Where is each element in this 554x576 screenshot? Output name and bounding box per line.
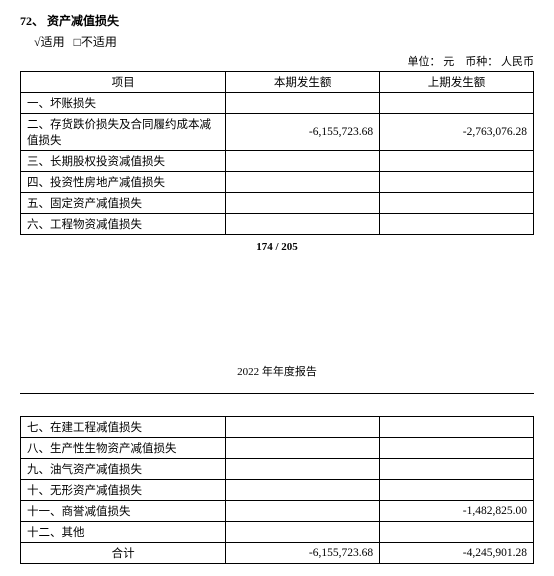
page-number: 174 / 205 <box>20 241 534 253</box>
current-cell <box>226 501 380 522</box>
currency-label: 币种： <box>465 56 498 68</box>
section-title-text: 资产减值损失 <box>47 14 119 28</box>
table-row: 三、长期股权投资减值损失 <box>21 151 534 172</box>
table-row: 二、存货跌价损失及合同履约成本减值损失 -6,155,723.68 -2,763… <box>21 114 534 151</box>
prev-cell <box>380 459 534 480</box>
item-cell: 三、长期股权投资减值损失 <box>21 151 226 172</box>
table-row: 一、坏账损失 <box>21 93 534 114</box>
divider <box>20 393 534 394</box>
current-cell <box>226 480 380 501</box>
current-cell <box>226 214 380 235</box>
prev-cell <box>380 438 534 459</box>
current-cell <box>226 172 380 193</box>
col-header-prev: 上期发生额 <box>380 72 534 93</box>
applicability-row: √适用 □不适用 <box>34 33 534 50</box>
item-cell: 二、存货跌价损失及合同履约成本减值损失 <box>21 114 226 151</box>
item-cell: 十一、商誉减值损失 <box>21 501 226 522</box>
current-cell <box>226 522 380 543</box>
prev-cell <box>380 151 534 172</box>
page-break-gap <box>20 253 534 363</box>
prev-cell <box>380 193 534 214</box>
total-current: -6,155,723.68 <box>226 543 380 564</box>
prev-cell: -1,482,825.00 <box>380 501 534 522</box>
table-total-row: 合计 -6,155,723.68 -4,245,901.28 <box>21 543 534 564</box>
section-heading: 72、 资产减值损失 <box>20 12 534 29</box>
item-cell: 一、坏账损失 <box>21 93 226 114</box>
current-cell <box>226 151 380 172</box>
total-prev: -4,245,901.28 <box>380 543 534 564</box>
prev-cell <box>380 214 534 235</box>
item-cell: 十、无形资产减值损失 <box>21 480 226 501</box>
prev-cell <box>380 93 534 114</box>
current-cell: -6,155,723.68 <box>226 114 380 151</box>
prev-cell <box>380 480 534 501</box>
prev-cell <box>380 522 534 543</box>
current-cell <box>226 193 380 214</box>
table-row: 九、油气资产减值损失 <box>21 459 534 480</box>
current-cell <box>226 459 380 480</box>
table-header-row: 项目 本期发生额 上期发生额 <box>21 72 534 93</box>
table-row: 七、在建工程减值损失 <box>21 417 534 438</box>
currency-value: 人民币 <box>501 56 534 68</box>
table-row: 十一、商誉减值损失 -1,482,825.00 <box>21 501 534 522</box>
table-row: 十二、其他 <box>21 522 534 543</box>
impairment-table-part1: 项目 本期发生额 上期发生额 一、坏账损失 二、存货跌价损失及合同履约成本减值损… <box>20 71 534 235</box>
item-cell: 八、生产性生物资产减值损失 <box>21 438 226 459</box>
unit-label: 单位： <box>408 56 441 68</box>
checkbox-not-applied: □不适用 <box>74 35 117 49</box>
table-row: 四、投资性房地产减值损失 <box>21 172 534 193</box>
item-cell: 四、投资性房地产减值损失 <box>21 172 226 193</box>
item-cell: 六、工程物资减值损失 <box>21 214 226 235</box>
prev-cell <box>380 417 534 438</box>
report-header: 2022 年年度报告 <box>20 363 534 379</box>
col-header-current: 本期发生额 <box>226 72 380 93</box>
current-cell <box>226 438 380 459</box>
item-cell: 十二、其他 <box>21 522 226 543</box>
item-cell: 九、油气资产减值损失 <box>21 459 226 480</box>
unit-value: 元 <box>443 56 454 68</box>
prev-cell: -2,763,076.28 <box>380 114 534 151</box>
item-cell: 五、固定资产减值损失 <box>21 193 226 214</box>
item-cell: 七、在建工程减值损失 <box>21 417 226 438</box>
table-row: 六、工程物资减值损失 <box>21 214 534 235</box>
table-row: 五、固定资产减值损失 <box>21 193 534 214</box>
impairment-table-part2: 七、在建工程减值损失 八、生产性生物资产减值损失 九、油气资产减值损失 十、无形… <box>20 416 534 564</box>
checkbox-applied: √适用 <box>34 35 65 49</box>
table-row: 八、生产性生物资产减值损失 <box>21 438 534 459</box>
table-row: 十、无形资产减值损失 <box>21 480 534 501</box>
current-cell <box>226 93 380 114</box>
current-cell <box>226 417 380 438</box>
unit-currency-row: 单位： 元 币种： 人民币 <box>20 53 534 69</box>
col-header-item: 项目 <box>21 72 226 93</box>
prev-cell <box>380 172 534 193</box>
section-number: 72、 <box>20 14 44 28</box>
total-label: 合计 <box>21 543 226 564</box>
